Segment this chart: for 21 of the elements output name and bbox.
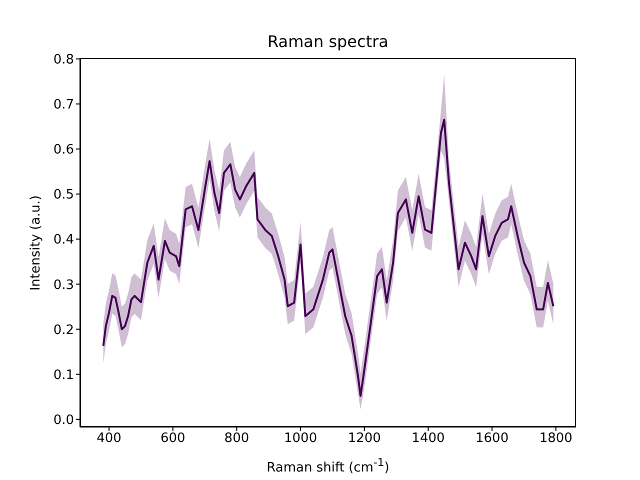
x-tick-label: 1600 bbox=[476, 431, 509, 446]
x-tick-label: 800 bbox=[224, 431, 250, 446]
chart-title: Raman spectra bbox=[266, 32, 390, 51]
x-tick-label: 1000 bbox=[284, 431, 318, 446]
y-tick-label: 0.7 bbox=[53, 98, 74, 113]
y-tick-label: 0.8 bbox=[53, 52, 74, 68]
y-tick-label: 0.2 bbox=[53, 322, 74, 338]
x-axis-title: Raman shift (cm$^{-1}$) bbox=[266, 456, 390, 476]
x-tick-label: 1200 bbox=[348, 431, 381, 446]
x-tick-label: 1400 bbox=[412, 431, 445, 446]
y-tick-label: 0.0 bbox=[53, 412, 74, 428]
y-axis-title: Intensity (a.u.) bbox=[28, 195, 44, 291]
y-tick-label: 0.3 bbox=[53, 278, 74, 293]
x-tick-label: 1800 bbox=[539, 431, 572, 446]
y-tick-label: 0.1 bbox=[53, 368, 74, 383]
y-tick-label: 0.6 bbox=[53, 142, 74, 158]
y-tick-label: 0.4 bbox=[53, 232, 74, 248]
line-series bbox=[102, 118, 554, 397]
y-tick-label: 0.5 bbox=[53, 188, 74, 203]
x-tick-label: 600 bbox=[160, 431, 186, 446]
x-tick-label: 400 bbox=[96, 431, 122, 446]
